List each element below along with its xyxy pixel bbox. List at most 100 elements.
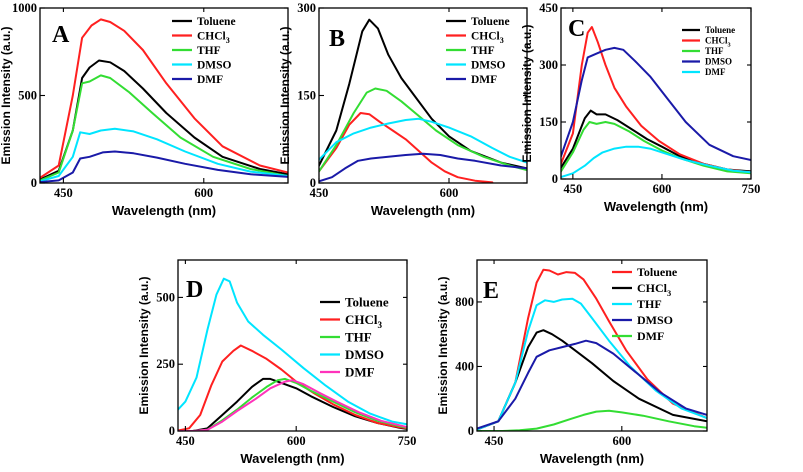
panel-a-ticks: 450 600 0 500 1000 <box>12 1 288 200</box>
legend-label: DMSO <box>345 347 384 362</box>
panel-c: 450 600 750 0 150 300 450 C Wavelength (nm) Em… <box>520 1 760 214</box>
legend-label: DMF <box>637 329 664 343</box>
panel-b-series-3 <box>319 117 527 164</box>
panel-d-ylabel: Emission Intensity (a.u.) <box>137 276 151 414</box>
panel-d-series-4 <box>178 379 407 431</box>
y-tick-label: 500 <box>18 89 37 103</box>
panel-a-plot <box>40 18 288 183</box>
legend-label: DMF <box>471 74 497 86</box>
panel-e-series-1 <box>477 329 707 431</box>
panel-e-series-4 <box>477 409 707 431</box>
y-tick-label: 800 <box>455 295 474 309</box>
y-tick-label: 150 <box>297 89 316 103</box>
panel-d: 450 600 750 0 250 500 D Wavelength (nm) Emiss… <box>137 259 416 466</box>
legend-label: DMSO <box>197 60 232 72</box>
panel-b-series-1 <box>319 112 494 183</box>
panel-b-ticks: 450 600 0 150 300 <box>297 1 527 200</box>
panel-e-series-3 <box>477 339 707 430</box>
y-tick-label: 1000 <box>12 1 37 15</box>
panel-c-plot <box>561 26 751 179</box>
panel-e-frame <box>476 259 708 432</box>
panel-e-series-0 <box>477 268 707 431</box>
legend-label: THF <box>471 45 495 57</box>
legend-label: THF <box>345 330 372 345</box>
panel-e: 450 600 0 400 800 E Wavelength (nm) Emission… <box>436 259 708 466</box>
legend-label: DMF <box>197 74 223 86</box>
panel-e-ylabel: Emission Intensity (a.u.) <box>436 276 450 414</box>
panel-b-series-4 <box>319 152 527 183</box>
y-tick-label: 300 <box>539 58 558 72</box>
panel-a-series-4 <box>40 150 288 183</box>
y-tick-label: 0 <box>310 176 316 190</box>
legend-label: Toluene <box>705 25 735 35</box>
panel-c-series-1 <box>561 26 751 174</box>
panel-d-letter: D <box>186 277 203 303</box>
panel-e-ticks: 450 600 0 400 800 <box>455 260 707 448</box>
x-tick-label: 450 <box>176 434 195 448</box>
legend-label: DMF <box>705 67 726 77</box>
panel-d-series-1 <box>178 344 407 431</box>
x-tick-label: 750 <box>398 434 417 448</box>
x-tick-label: 600 <box>440 186 459 200</box>
y-tick-label: 400 <box>455 359 474 373</box>
panel-b-letter: B <box>329 26 345 52</box>
panel-b-plot <box>319 18 527 183</box>
panel-c-ylabel: Emission Intensity (a.u.) <box>520 24 534 162</box>
panel-a-ylabel: Emission Intensity (a.u.) <box>0 26 13 164</box>
panel-a-series-1 <box>40 18 288 179</box>
y-tick-label: 150 <box>539 115 558 129</box>
panel-d-plot <box>178 277 407 431</box>
legend-label: THF <box>705 46 724 56</box>
legend-label: THF <box>197 45 221 57</box>
legend-label: Toluene <box>197 16 236 28</box>
panel-c-ticks: 450 600 750 0 150 300 450 <box>539 1 760 196</box>
panel-b-ylabel: Emission Intensity (a.u.) <box>278 26 292 164</box>
panel-c-letter: C <box>568 16 585 42</box>
legend-label: DMSO <box>471 60 506 72</box>
legend-label: DMF <box>345 365 375 380</box>
panel-d-ticks: 450 600 750 0 250 500 <box>156 260 416 448</box>
panel-a-xlabel: Wavelength (nm) <box>112 203 216 218</box>
legend-label: CHCl3 <box>637 281 671 298</box>
panel-c-series-4 <box>561 145 751 179</box>
panel-a: 450 600 0 500 1000 A Wavelength (nm) Emissio… <box>0 1 289 218</box>
y-tick-label: 0 <box>31 176 37 190</box>
legend-label: DMSO <box>637 313 673 327</box>
legend-label: Toluene <box>345 295 389 310</box>
legend-label: THF <box>637 297 662 311</box>
legend-label: Toluene <box>471 16 510 28</box>
y-tick-label: 450 <box>539 1 558 15</box>
panel-c-frame <box>560 7 752 180</box>
y-tick-label: 500 <box>156 290 175 304</box>
panel-a-series-3 <box>40 127 288 183</box>
panel-e-xlabel: Wavelength (nm) <box>540 451 644 466</box>
panel-b-series-2 <box>319 87 527 173</box>
x-tick-label: 600 <box>653 182 672 196</box>
x-tick-label: 750 <box>742 182 761 196</box>
legend-label: CHCl3 <box>197 31 230 45</box>
panel-b: 450 600 0 150 300 B Wavelength (nm) Emission… <box>278 1 528 218</box>
panel-d-series-0 <box>178 377 407 431</box>
y-tick-label: 0 <box>468 424 474 438</box>
panel-e-letter: E <box>483 278 499 304</box>
x-tick-label: 450 <box>54 186 73 200</box>
x-tick-label: 600 <box>194 186 213 200</box>
panel-a-series-2 <box>40 74 288 182</box>
panel-b-xlabel: Wavelength (nm) <box>371 203 475 218</box>
panel-c-series-3 <box>561 46 751 161</box>
y-tick-label: 0 <box>552 172 558 186</box>
panel-c-series-2 <box>561 121 751 175</box>
x-tick-label: 450 <box>310 186 329 200</box>
y-tick-label: 0 <box>169 424 175 438</box>
panel-e-plot <box>477 268 707 431</box>
panel-c-xlabel: Wavelength (nm) <box>604 199 708 214</box>
x-tick-label: 600 <box>612 434 631 448</box>
y-tick-label: 300 <box>297 1 316 15</box>
x-tick-label: 450 <box>485 434 504 448</box>
